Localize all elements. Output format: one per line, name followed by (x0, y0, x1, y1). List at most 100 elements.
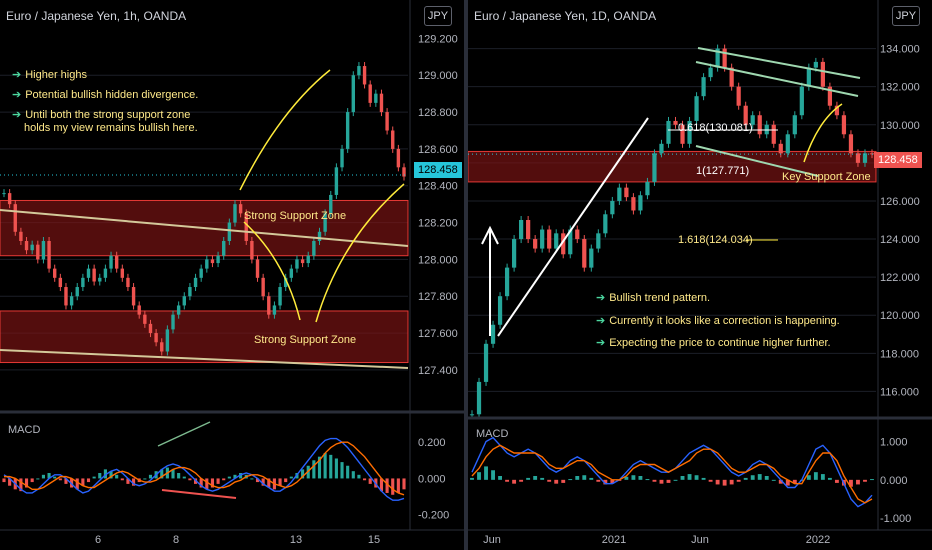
macd-histogram-bar (250, 478, 254, 480)
daily-chart-svg[interactable]: 116.000 118.000 120.000 122.000 124.000 126.0… (468, 0, 932, 550)
macd-label: MACD (8, 424, 41, 436)
candle-body (160, 342, 164, 352)
macd-histogram-bar (870, 479, 874, 481)
macd-histogram-bar (652, 479, 657, 482)
candle-body (323, 213, 327, 232)
annotation-text: Higher highs (25, 69, 87, 81)
candle-body (64, 287, 68, 306)
fib-label: 0.618(130.081) (678, 122, 753, 134)
candle-body (638, 195, 643, 211)
macd-histogram-bar (329, 454, 333, 479)
y-tick-label: 127.400 (418, 365, 458, 377)
x-tick-label: 2021 (602, 534, 626, 546)
daily-chart-panel[interactable]: 116.000 118.000 120.000 122.000 124.000 126.0… (468, 0, 932, 550)
macd-histogram-bar (687, 474, 692, 480)
y-tick-label: 127.800 (418, 291, 458, 303)
candle-body (673, 120, 678, 125)
macd-histogram-bar (402, 478, 406, 490)
macd-histogram-bar (631, 475, 636, 480)
macd-histogram-bar (8, 478, 12, 486)
macd-line (3, 437, 405, 501)
projection-arrow (315, 183, 405, 323)
macd-histogram-bar (216, 478, 220, 484)
candle-body (687, 120, 692, 144)
candle-body (750, 115, 755, 125)
macd-histogram-bar (109, 471, 113, 479)
annotation-text: Currently it looks like a correction is … (609, 315, 840, 327)
macd-histogram-bar (143, 478, 147, 480)
annotation-note: holds my view remains bullish here. (24, 122, 198, 134)
annotation-text: holds my view remains bullish here. (24, 122, 198, 134)
y-tick-label: 126.000 (880, 196, 920, 208)
macd-histogram-bar (477, 472, 481, 480)
annotation-text: Bullish trend pattern. (609, 292, 711, 304)
macd-histogram-bar (575, 476, 580, 480)
candle-body (238, 204, 243, 214)
macd-histogram-bar (24, 478, 29, 488)
candle-body (143, 314, 147, 324)
annotation-note: ➔ Until both the strong support zone (12, 109, 191, 121)
macd-histogram-bar (58, 478, 62, 481)
candle-body (261, 277, 265, 297)
hourly-chart-svg[interactable]: 127.400 127.600 127.800 128.000 128.200 128.4… (0, 0, 464, 550)
macd-histogram-bar (729, 479, 734, 485)
macd-histogram-bar (261, 478, 265, 486)
macd-histogram-bar (379, 478, 384, 492)
macd-histogram-bar (582, 475, 587, 480)
macd-histogram-bar (834, 479, 839, 483)
macd-histogram-bar (47, 473, 51, 479)
candle-body (391, 130, 395, 149)
candle-body (511, 239, 517, 268)
annotation-note: ➔ Bullish trend pattern. (596, 292, 711, 304)
candle-body (92, 268, 96, 282)
macd-histogram-bar (75, 478, 79, 490)
macd-histogram-bar (715, 479, 720, 485)
candle-body (250, 240, 254, 260)
support-zone-label: Strong Support Zone (254, 334, 357, 346)
candle-body (244, 213, 248, 241)
macd-histogram-bar (771, 479, 776, 481)
macd-histogram-bar (694, 475, 699, 480)
y-tick-label: 124.000 (880, 234, 920, 246)
key-support-zone-label: Key Support Zone (782, 171, 871, 183)
hourly-chart-panel[interactable]: 127.400 127.600 127.800 128.000 128.200 128.4… (0, 0, 464, 550)
macd-histogram-bar (36, 478, 40, 480)
candle-body (227, 222, 232, 241)
projection-arrow (803, 103, 843, 163)
macd-signal-line (471, 444, 873, 504)
macd-histogram-bar (638, 476, 643, 480)
candle-body (267, 296, 271, 315)
macd-histogram-bar (568, 479, 573, 481)
macd-histogram-bar (743, 477, 748, 480)
macd-histogram-bar (301, 469, 305, 479)
candle-body (306, 255, 310, 264)
candle-body (7, 193, 12, 205)
candle-body (652, 153, 657, 182)
candle-body (820, 61, 825, 87)
macd-histogram-bar (363, 478, 367, 481)
y-tick-label: 122.000 (880, 272, 920, 284)
candle-body (708, 67, 713, 78)
macd-histogram-bar (351, 471, 355, 479)
macd-histogram-bar (182, 476, 186, 479)
macd-histogram-bar (708, 479, 713, 482)
candle-body (659, 143, 664, 154)
candle-body (69, 296, 74, 306)
projection-arrow (239, 69, 331, 191)
y-tick-label: 118.000 (880, 348, 919, 360)
macd-histogram-bar (199, 478, 203, 488)
panel-divider[interactable] (464, 0, 468, 550)
currency-badge[interactable]: JPY (424, 6, 452, 26)
macd-histogram-bar (346, 465, 350, 479)
currency-badge[interactable]: JPY (892, 6, 920, 26)
macd-histogram-bar (222, 478, 226, 481)
y-tick-label: 129.000 (418, 70, 458, 82)
macd-histogram-bar (132, 478, 136, 486)
y-tick-label: 128.600 (418, 144, 458, 156)
x-tick-label: 8 (173, 534, 179, 546)
candle-body (13, 204, 17, 232)
macd-histogram-bar (210, 478, 215, 488)
channel-line (697, 47, 861, 79)
macd-histogram-bar (722, 479, 727, 486)
trend-arrow (497, 117, 649, 337)
